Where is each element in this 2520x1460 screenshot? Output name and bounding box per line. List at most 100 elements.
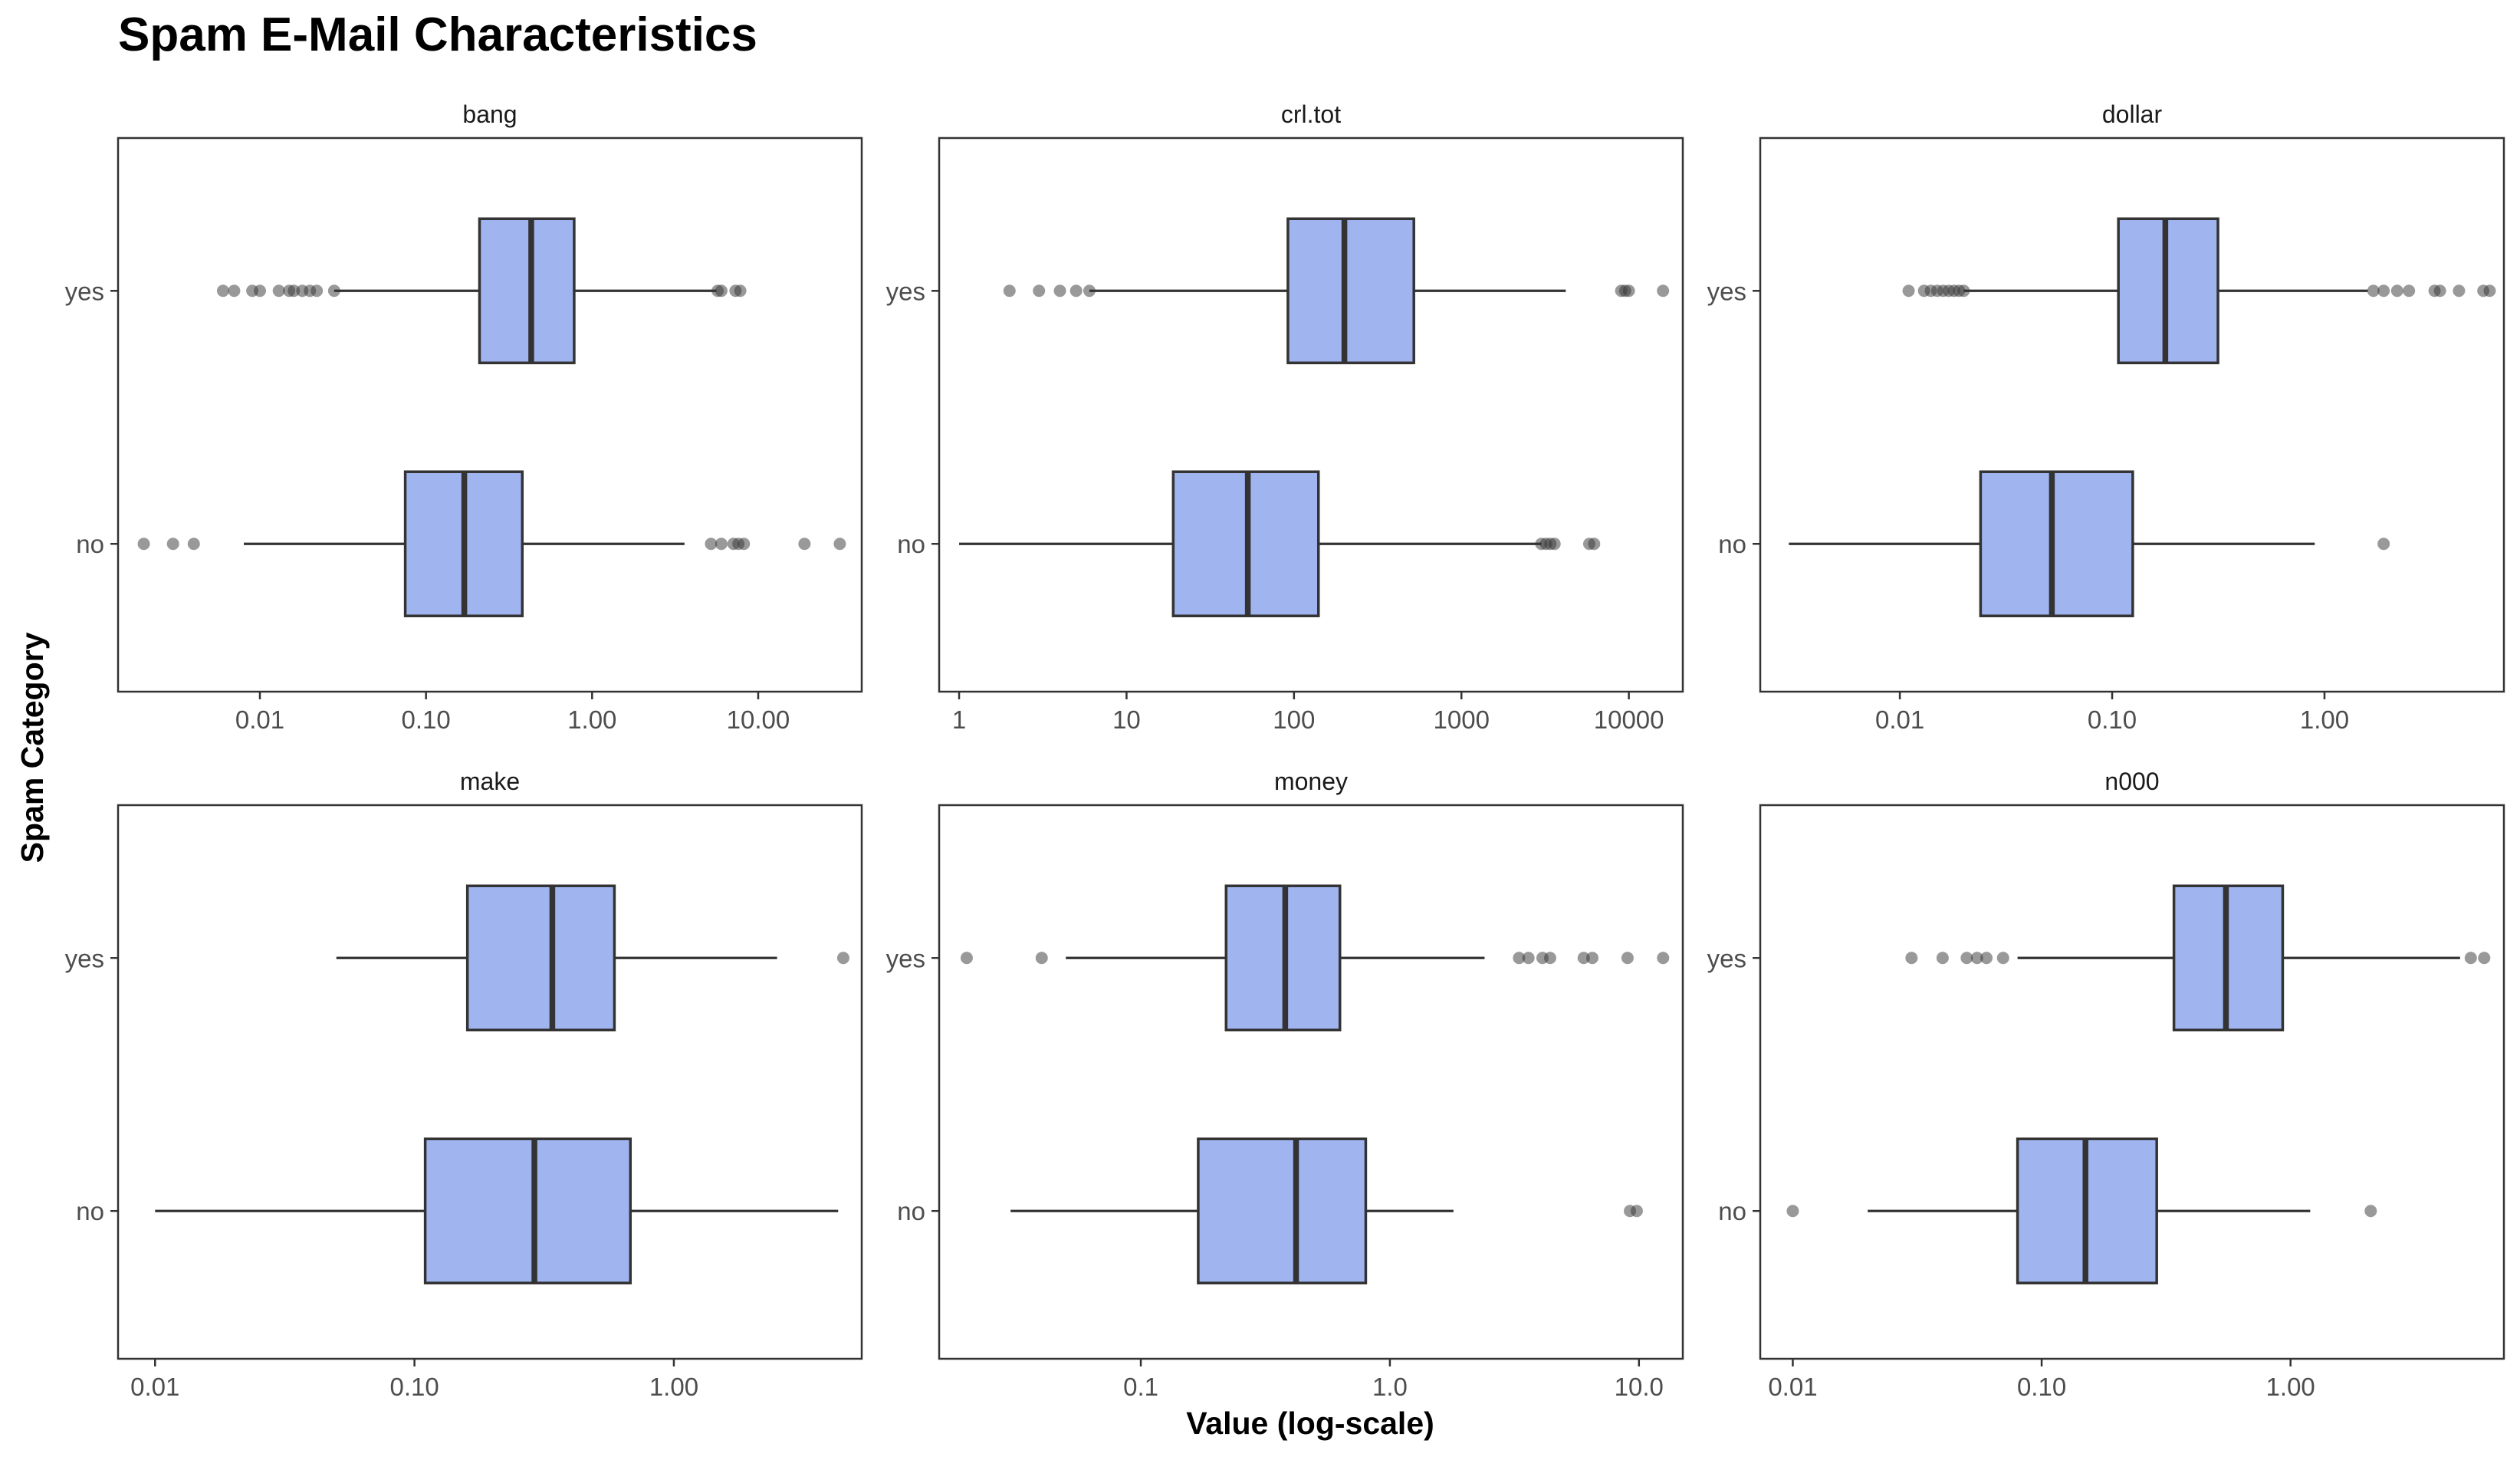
x-tick-label: 0.10 — [389, 1373, 439, 1401]
outlier-point — [1522, 952, 1535, 965]
facet-grid: bang 0.01 0.10 1.00 10.00 yes no crl.tot 1 10 100 1… — [65, 100, 2505, 1401]
outlier-point — [1970, 952, 1983, 965]
panel-title: crl.tot — [1281, 100, 1341, 128]
outlier-point — [1586, 952, 1599, 965]
outlier-point — [1083, 284, 1096, 298]
y-tick-label-no: no — [897, 1197, 925, 1225]
outlier-point — [1996, 952, 2009, 965]
y-tick-label-no: no — [76, 530, 104, 558]
chart-title: Spam E-Mail Characteristics — [118, 8, 757, 61]
outlier-point — [216, 284, 229, 298]
boxplot-yes — [336, 884, 849, 1032]
panel-title: dollar — [2102, 100, 2163, 128]
outlier-point — [1630, 1205, 1643, 1218]
boxplot-yes — [960, 884, 1670, 1032]
x-tick-label: 1.00 — [2266, 1373, 2315, 1401]
outlier-point — [1069, 284, 1083, 298]
x-tick-label: 0.10 — [2088, 705, 2137, 734]
x-tick-label: 1.00 — [2300, 705, 2349, 734]
outlier-point — [1621, 952, 1634, 965]
outlier-point — [1905, 952, 1918, 965]
outlier-point — [2464, 952, 2477, 965]
y-tick-label-yes: yes — [886, 944, 925, 972]
outlier-point — [137, 538, 150, 551]
y-tick-label-no: no — [897, 530, 925, 558]
boxplot-yes — [216, 217, 747, 365]
y-tick-label-yes: yes — [1707, 944, 1746, 972]
boxplot-no — [137, 470, 846, 617]
outlier-point — [327, 284, 340, 298]
outlier-point — [310, 284, 324, 298]
boxplot-yes — [1905, 884, 2491, 1032]
outlier-point — [1622, 284, 1635, 298]
outlier-point — [287, 284, 301, 298]
x-tick-label: 0.01 — [1768, 1373, 1817, 1401]
y-axis-title: Spam Category — [15, 632, 50, 863]
boxplot-yes — [1003, 217, 1670, 365]
y-tick-label-no: no — [76, 1197, 104, 1225]
outlier-point — [1003, 284, 1016, 298]
panel-title: bang — [462, 100, 517, 128]
outlier-point — [715, 284, 728, 298]
outlier-point — [166, 538, 179, 551]
y-tick-label-yes: yes — [65, 944, 104, 972]
outlier-point — [2377, 538, 2390, 551]
boxplot-no — [155, 1137, 839, 1284]
x-tick-label: 1.00 — [567, 705, 616, 734]
panel-make: make 0.01 0.10 1.00 yes no — [65, 768, 863, 1401]
outlier-point — [2453, 284, 2466, 298]
outlier-point — [1657, 952, 1670, 965]
panel-n000: n000 0.01 0.10 1.00 yes no — [1707, 768, 2505, 1401]
outlier-point — [272, 284, 285, 298]
outlier-point — [228, 284, 241, 298]
box-iqr — [1979, 470, 2134, 617]
outlier-point — [1035, 952, 1048, 965]
y-tick-label-yes: yes — [65, 277, 104, 305]
x-tick-label: 1 — [952, 705, 966, 734]
boxplot-no — [959, 470, 1601, 617]
box-iqr — [1197, 1137, 1368, 1284]
y-tick-label-no: no — [1718, 1197, 1746, 1225]
panel-title: money — [1274, 768, 1348, 795]
outlier-point — [187, 538, 200, 551]
outlier-point — [798, 538, 811, 551]
outlier-point — [1980, 952, 1993, 965]
outlier-point — [2478, 952, 2491, 965]
boxplot-no — [1010, 1137, 1643, 1284]
y-tick-label-no: no — [1718, 530, 1746, 558]
outlier-point — [1033, 284, 1046, 298]
outlier-point — [715, 538, 728, 551]
boxplot-no — [1789, 470, 2390, 617]
x-tick-label: 10000 — [1594, 705, 1664, 734]
outlier-point — [2364, 1205, 2377, 1218]
outlier-point — [253, 284, 266, 298]
outlier-point — [2483, 284, 2496, 298]
boxplot-yes — [1902, 217, 2496, 365]
outlier-point — [833, 538, 846, 551]
outlier-point — [1577, 952, 1590, 965]
outlier-point — [1513, 952, 1526, 965]
outlier-point — [1957, 284, 1970, 298]
box-iqr — [423, 1137, 632, 1284]
x-axis-title: Value (log-scale) — [1186, 1406, 1434, 1441]
panel-title: make — [460, 768, 520, 795]
outlier-point — [734, 284, 747, 298]
outlier-point — [2367, 284, 2380, 298]
outlier-point — [1548, 538, 1561, 551]
outlier-point — [1053, 284, 1066, 298]
panel-dollar: dollar 0.01 0.10 1.00 yes no — [1707, 100, 2505, 734]
outlier-point — [1543, 952, 1556, 965]
outlier-point — [1902, 284, 1915, 298]
x-tick-label: 0.1 — [1123, 1373, 1158, 1401]
x-tick-label: 1000 — [1434, 705, 1490, 734]
outlier-point — [2403, 284, 2416, 298]
x-tick-label: 0.10 — [402, 705, 451, 734]
panel-title: n000 — [2104, 768, 2159, 795]
x-tick-label: 10.0 — [1615, 1373, 1664, 1401]
boxplot-no — [1786, 1137, 2377, 1284]
outlier-point — [960, 952, 973, 965]
panel-money: money 0.1 1.0 10.0 yes no — [886, 768, 1684, 1401]
box-iqr — [478, 217, 576, 365]
box-iqr — [1286, 217, 1415, 365]
